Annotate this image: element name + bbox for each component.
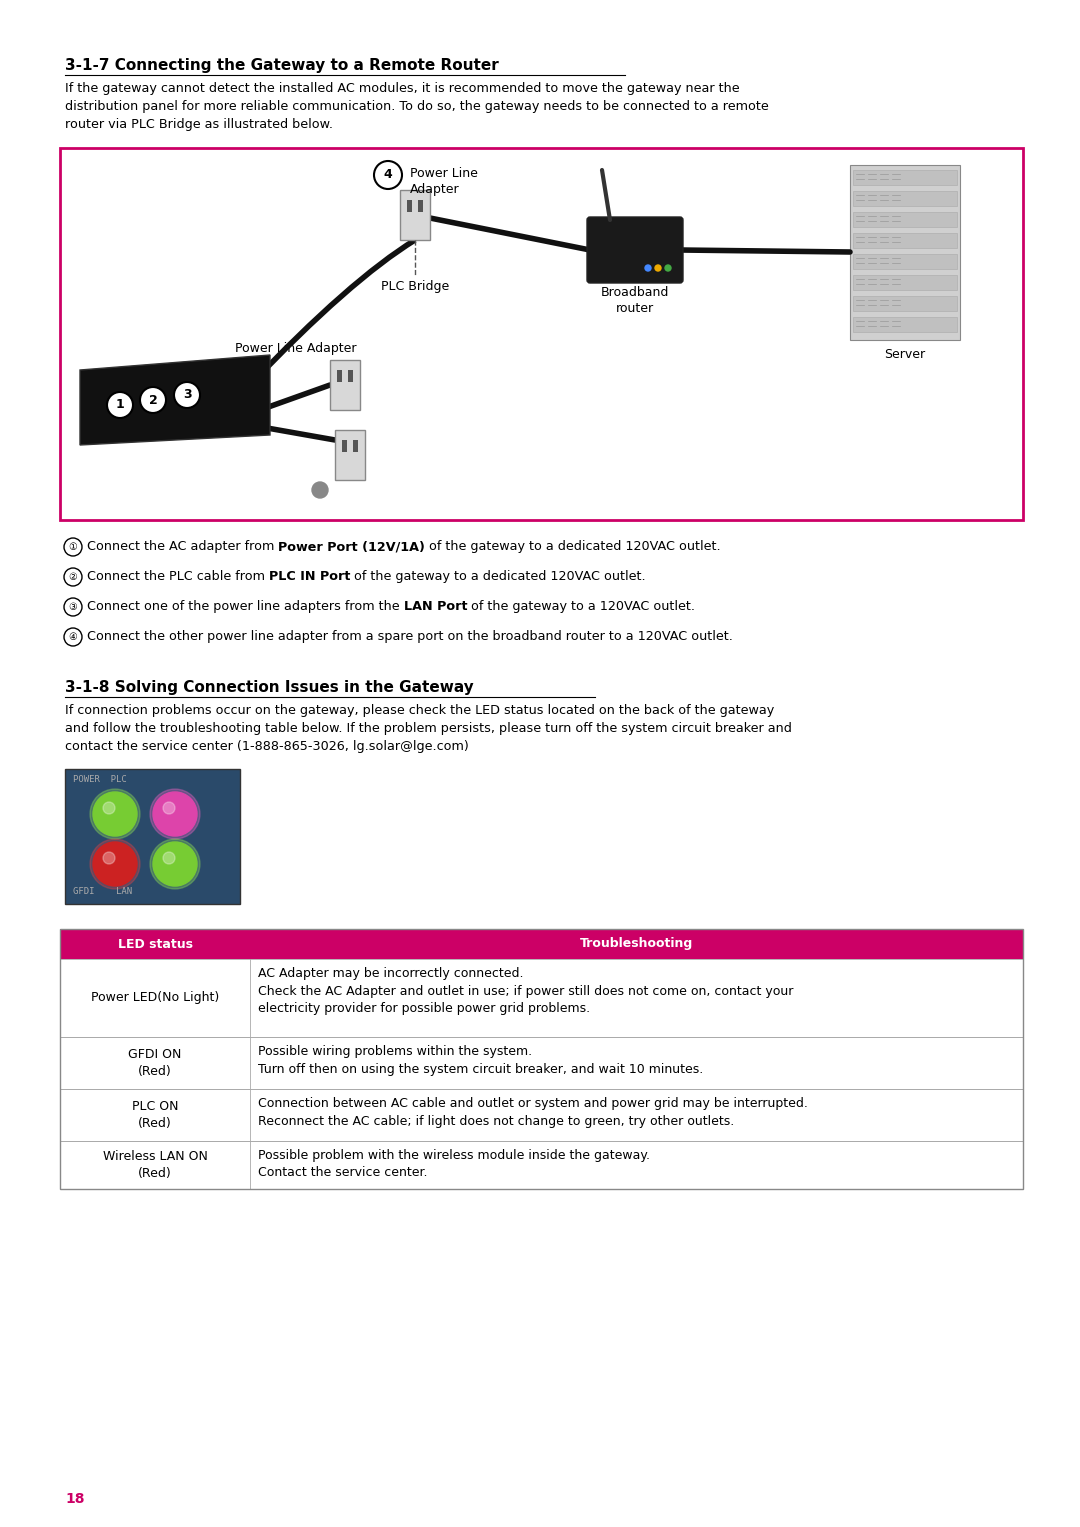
- Text: Broadband
router: Broadband router: [600, 286, 670, 315]
- Bar: [330, 360, 360, 411]
- Text: 3-1-8 Solving Connection Issues in the Gateway: 3-1-8 Solving Connection Issues in the G…: [65, 680, 474, 695]
- Bar: [342, 440, 347, 452]
- Text: 1: 1: [116, 399, 124, 411]
- Text: LED status: LED status: [118, 938, 192, 950]
- Bar: [65, 770, 240, 904]
- Text: Connect the PLC cable from: Connect the PLC cable from: [87, 570, 269, 583]
- Text: PLC ON
(Red): PLC ON (Red): [132, 1099, 178, 1130]
- Text: of the gateway to a 120VAC outlet.: of the gateway to a 120VAC outlet.: [468, 600, 696, 612]
- Text: POWER  PLC: POWER PLC: [73, 776, 126, 783]
- Text: If the gateway cannot detect the installed AC modules, it is recommended to move: If the gateway cannot detect the install…: [65, 82, 769, 131]
- Bar: [337, 370, 342, 382]
- Text: of the gateway to a dedicated 120VAC outlet.: of the gateway to a dedicated 120VAC out…: [350, 570, 646, 583]
- Text: Power Line
Adapter: Power Line Adapter: [410, 166, 477, 195]
- Bar: [853, 191, 957, 206]
- Circle shape: [174, 382, 200, 408]
- Text: 3-1-7 Connecting the Gateway to a Remote Router: 3-1-7 Connecting the Gateway to a Remote…: [65, 58, 499, 73]
- FancyBboxPatch shape: [60, 148, 1023, 521]
- Circle shape: [150, 789, 200, 838]
- Bar: [60, 959, 1023, 1037]
- Bar: [353, 440, 357, 452]
- Text: Power Line Adapter: Power Line Adapter: [235, 342, 356, 354]
- Bar: [60, 1141, 1023, 1190]
- Text: AC Adapter may be incorrectly connected.
Check the AC Adapter and outlet in use;: AC Adapter may be incorrectly connected.…: [258, 967, 794, 1015]
- Circle shape: [103, 852, 114, 864]
- Circle shape: [93, 793, 137, 835]
- Text: GFDI    LAN: GFDI LAN: [73, 887, 132, 896]
- Circle shape: [107, 392, 133, 418]
- Circle shape: [654, 266, 661, 270]
- Bar: [60, 928, 1023, 1190]
- Circle shape: [163, 802, 175, 814]
- Circle shape: [64, 628, 82, 646]
- Circle shape: [90, 838, 140, 889]
- Circle shape: [374, 160, 402, 189]
- Text: LAN Port: LAN Port: [404, 600, 468, 612]
- Circle shape: [64, 568, 82, 586]
- Bar: [348, 370, 353, 382]
- Text: Connect the other power line adapter from a spare port on the broadband router t: Connect the other power line adapter fro…: [87, 631, 733, 643]
- Bar: [850, 165, 960, 341]
- Text: Connect the AC adapter from: Connect the AC adapter from: [87, 541, 279, 553]
- Text: ②: ②: [69, 573, 78, 582]
- Text: ③: ③: [69, 602, 78, 612]
- Bar: [60, 928, 1023, 959]
- Text: ④: ④: [69, 632, 78, 641]
- Circle shape: [312, 483, 328, 498]
- Circle shape: [90, 789, 140, 838]
- Bar: [60, 1089, 1023, 1141]
- Circle shape: [665, 266, 671, 270]
- Text: Power Port (12V/1A): Power Port (12V/1A): [279, 541, 426, 553]
- Bar: [400, 189, 430, 240]
- Bar: [853, 234, 957, 247]
- Text: 2: 2: [149, 394, 158, 406]
- Text: Connect one of the power line adapters from the: Connect one of the power line adapters f…: [87, 600, 404, 612]
- Circle shape: [103, 802, 114, 814]
- Text: PLC IN Port: PLC IN Port: [269, 570, 350, 583]
- Text: 3: 3: [183, 388, 191, 402]
- Bar: [853, 253, 957, 269]
- Text: Power LED(No Light): Power LED(No Light): [91, 991, 219, 1005]
- Bar: [407, 200, 411, 212]
- Circle shape: [150, 838, 200, 889]
- Text: Troubleshooting: Troubleshooting: [579, 938, 692, 950]
- Circle shape: [64, 538, 82, 556]
- Circle shape: [153, 841, 197, 886]
- Text: 4: 4: [383, 168, 392, 182]
- Text: Server: Server: [885, 348, 926, 360]
- Text: If connection problems occur on the gateway, please check the LED status located: If connection problems occur on the gate…: [65, 704, 792, 753]
- Text: 18: 18: [65, 1492, 84, 1506]
- Circle shape: [64, 599, 82, 615]
- Circle shape: [163, 852, 175, 864]
- Bar: [60, 1037, 1023, 1089]
- Bar: [853, 275, 957, 290]
- Circle shape: [140, 386, 166, 412]
- Text: Possible problem with the wireless module inside the gateway.
Contact the servic: Possible problem with the wireless modul…: [258, 1148, 650, 1179]
- Text: Wireless LAN ON
(Red): Wireless LAN ON (Red): [103, 1150, 207, 1180]
- Bar: [853, 212, 957, 228]
- Bar: [853, 296, 957, 312]
- Bar: [853, 318, 957, 331]
- Text: PLC Bridge: PLC Bridge: [381, 279, 449, 293]
- Text: Connection between AC cable and outlet or system and power grid may be interrupt: Connection between AC cable and outlet o…: [258, 1096, 808, 1127]
- Circle shape: [93, 841, 137, 886]
- Polygon shape: [80, 354, 270, 444]
- Bar: [853, 169, 957, 185]
- Text: Possible wiring problems within the system.
Turn off then on using the system ci: Possible wiring problems within the syst…: [258, 1044, 703, 1075]
- FancyBboxPatch shape: [588, 217, 683, 282]
- Bar: [335, 431, 365, 479]
- Text: GFDI ON
(Red): GFDI ON (Red): [129, 1048, 181, 1078]
- Text: ①: ①: [69, 542, 78, 551]
- Circle shape: [645, 266, 651, 270]
- Bar: [418, 200, 423, 212]
- Circle shape: [153, 793, 197, 835]
- Text: of the gateway to a dedicated 120VAC outlet.: of the gateway to a dedicated 120VAC out…: [426, 541, 720, 553]
